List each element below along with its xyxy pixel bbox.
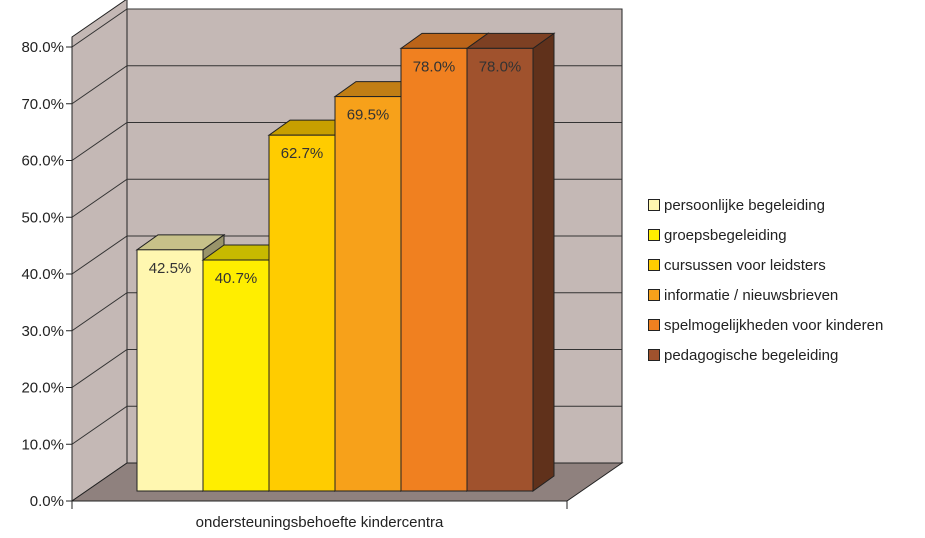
legend-label: groepsbegeleiding [664, 226, 787, 244]
y-tick-label: 0.0% [30, 493, 64, 510]
legend-label: persoonlijke begeleiding [664, 196, 825, 214]
bar-front-face [136, 249, 204, 492]
data-labels: 42.5% 40.7% 62.7% 69.5% 78.0% 78.0% [149, 58, 522, 287]
bar-front-face [400, 47, 468, 492]
bar [465, 32, 556, 492]
y-tick-label: 40.0% [21, 266, 64, 283]
y-tick-label: 60.0% [21, 153, 64, 170]
y-tick-label: 80.0% [21, 39, 64, 56]
y-tick-label: 50.0% [21, 209, 64, 226]
bar-front-face [268, 134, 336, 492]
legend-swatch [648, 259, 660, 271]
legend-label: informatie / nieuwsbrieven [664, 286, 839, 304]
y-tick-label: 10.0% [21, 436, 64, 453]
legend-item: informatie / nieuwsbrieven [648, 280, 883, 310]
legend-label: cursussen voor leidsters [664, 256, 826, 274]
legend-label: spelmogelijkheden voor kinderen [664, 316, 884, 334]
legend-swatch [648, 349, 660, 361]
x-category-label: ondersteuningsbehoefte kindercentra [196, 514, 444, 531]
data-label: 42.5% [149, 260, 192, 277]
legend-item: pedagogische begeleiding [648, 340, 883, 370]
legend-item: groepsbegeleiding [648, 220, 883, 250]
data-label: 78.0% [413, 58, 456, 75]
legend-swatch [648, 289, 660, 301]
data-label: 40.7% [215, 270, 258, 287]
legend: persoonlijke begeleiding groepsbegeleidin… [648, 190, 883, 370]
bar-group [135, 32, 556, 492]
legend-item: persoonlijke begeleiding [648, 190, 883, 220]
y-axis: 0.0% 10.0% 20.0% 30.0% 40.0% 50.0% 60.0% 70.0% 8… [21, 39, 568, 510]
y-tick-label: 30.0% [21, 323, 64, 340]
data-label: 78.0% [479, 58, 522, 75]
data-label: 69.5% [347, 107, 390, 124]
bar-front-face [202, 259, 270, 492]
y-tick-label: 20.0% [21, 380, 64, 397]
legend-label: pedagogische begeleiding [664, 346, 839, 364]
legend-swatch [648, 199, 660, 211]
legend-item: cursussen voor leidsters [648, 250, 883, 280]
bar-front-face [334, 96, 402, 492]
legend-swatch [648, 229, 660, 241]
legend-swatch [648, 319, 660, 331]
bar-side-face [532, 32, 555, 492]
legend-item: spelmogelijkheden voor kinderen [648, 310, 883, 340]
gridline [71, 8, 622, 48]
y-tick-label: 70.0% [21, 96, 64, 113]
bar-front-face [466, 47, 534, 492]
data-label: 62.7% [281, 145, 324, 162]
